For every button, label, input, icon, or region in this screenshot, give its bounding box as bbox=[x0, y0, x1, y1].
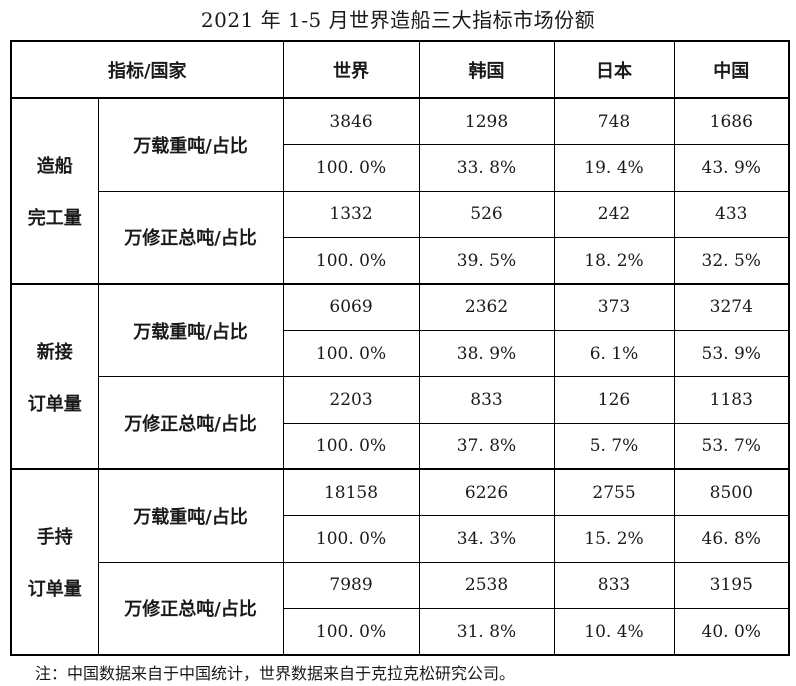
group-label: 新接 订单量 bbox=[12, 338, 97, 416]
header-row: 指标/国家 世界 韩国 日本 中国 bbox=[10, 40, 790, 100]
share-cell: 100. 0% bbox=[282, 422, 420, 470]
value-cell: 373 bbox=[553, 282, 675, 331]
group-label-line: 造船 bbox=[36, 156, 73, 178]
metric-label: 万修正总吨/占比 bbox=[97, 561, 284, 656]
share-cell: 40. 0% bbox=[673, 608, 790, 656]
value-cell: 748 bbox=[553, 97, 675, 146]
share-cell: 15. 2% bbox=[553, 515, 675, 563]
value-cell: 2203 bbox=[282, 376, 420, 424]
value-cell: 7989 bbox=[282, 561, 420, 610]
header-china: 中国 bbox=[673, 40, 790, 100]
value-cell: 8500 bbox=[673, 468, 790, 517]
share-cell: 6. 1% bbox=[553, 329, 675, 378]
value-cell: 526 bbox=[418, 190, 555, 239]
share-cell: 39. 5% bbox=[418, 237, 555, 285]
table-row: 100. 0% 31. 8% 10. 4% 40. 0% bbox=[11, 608, 790, 656]
value-cell: 2538 bbox=[418, 561, 555, 610]
table-row: 100. 0% 34. 3% 15. 2% 46. 8% bbox=[11, 515, 790, 563]
value-cell: 3195 bbox=[673, 561, 790, 610]
group-label-line: 新接 bbox=[36, 341, 73, 363]
value-cell: 1298 bbox=[418, 97, 555, 146]
share-cell: 5. 7% bbox=[553, 422, 675, 470]
value-cell: 2362 bbox=[418, 282, 555, 331]
share-cell: 34. 3% bbox=[418, 515, 555, 563]
group-label-line: 完工量 bbox=[27, 208, 82, 230]
value-cell: 18158 bbox=[282, 468, 420, 517]
table-row: 100. 0% 33. 8% 19. 4% 43. 9% bbox=[11, 144, 790, 192]
header-world: 世界 bbox=[282, 40, 420, 100]
value-cell: 833 bbox=[418, 376, 555, 424]
table-row: 100. 0% 38. 9% 6. 1% 53. 9% bbox=[11, 329, 790, 378]
market-share-table: 指标/国家 世界 韩国 日本 中国 造船 完工量 万载重吨/占比 3846 12… bbox=[10, 40, 791, 656]
header-indicator-country: 指标/国家 bbox=[10, 40, 284, 100]
metric-label: 万修正总吨/占比 bbox=[97, 376, 284, 470]
table-row: 新接 订单量 万载重吨/占比 6069 2362 373 3274 bbox=[10, 282, 790, 470]
value-cell: 2755 bbox=[553, 468, 675, 517]
value-cell: 833 bbox=[553, 561, 675, 610]
value-cell: 1332 bbox=[282, 190, 420, 239]
value-cell: 6226 bbox=[418, 468, 555, 517]
metric-label: 万载重吨/占比 bbox=[97, 468, 284, 563]
share-cell: 38. 9% bbox=[418, 329, 555, 378]
table-row: 100. 0% 37. 8% 5. 7% 53. 7% bbox=[11, 422, 790, 470]
page-title: 2021 年 1-5 月世界造船三大指标市场份额 bbox=[200, 8, 596, 32]
value-cell: 433 bbox=[673, 190, 790, 239]
share-cell: 18. 2% bbox=[553, 237, 675, 285]
group-label-line: 订单量 bbox=[27, 579, 82, 601]
share-cell: 53. 9% bbox=[673, 329, 790, 378]
value-cell: 6069 bbox=[282, 282, 420, 331]
table-row: 100. 0% 39. 5% 18. 2% 32. 5% bbox=[11, 237, 790, 285]
value-cell: 3274 bbox=[673, 282, 790, 331]
footnote: 注：中国数据来自于中国统计，世界数据来自于克拉克松研究公司。 bbox=[35, 664, 516, 683]
share-cell: 10. 4% bbox=[553, 608, 675, 656]
table-row: 万修正总吨/占比 1332 526 242 433 bbox=[11, 190, 790, 285]
table-row: 造船 完工量 万载重吨/占比 3846 1298 748 1686 bbox=[10, 97, 790, 285]
share-cell: 100. 0% bbox=[282, 329, 420, 378]
value-cell: 1686 bbox=[673, 97, 790, 146]
value-cell: 126 bbox=[553, 376, 675, 424]
group-label: 手持 订单量 bbox=[12, 523, 97, 601]
group-order-backlog: 手持 订单量 bbox=[10, 468, 99, 656]
group-new-orders: 新接 订单量 bbox=[10, 282, 99, 470]
table-row: 手持 订单量 万载重吨/占比 18158 6226 2755 8500 bbox=[10, 468, 790, 656]
header-japan: 日本 bbox=[553, 40, 675, 100]
share-cell: 100. 0% bbox=[282, 144, 420, 192]
share-cell: 100. 0% bbox=[282, 515, 420, 563]
value-cell: 3846 bbox=[282, 97, 420, 146]
share-cell: 100. 0% bbox=[282, 237, 420, 285]
share-cell: 33. 8% bbox=[418, 144, 555, 192]
group-label-line: 订单量 bbox=[27, 393, 82, 415]
share-cell: 100. 0% bbox=[282, 608, 420, 656]
table-row: 万修正总吨/占比 2203 833 126 1183 bbox=[11, 376, 790, 470]
value-cell: 1183 bbox=[673, 376, 790, 424]
share-cell: 32. 5% bbox=[673, 237, 790, 285]
share-cell: 31. 8% bbox=[418, 608, 555, 656]
value-cell: 242 bbox=[553, 190, 675, 239]
share-cell: 37. 8% bbox=[418, 422, 555, 470]
group-completions: 造船 完工量 bbox=[10, 97, 99, 285]
metric-label: 万载重吨/占比 bbox=[97, 97, 284, 192]
share-cell: 19. 4% bbox=[553, 144, 675, 192]
group-label-line: 手持 bbox=[36, 527, 73, 549]
metric-label: 万载重吨/占比 bbox=[97, 282, 284, 378]
metric-label: 万修正总吨/占比 bbox=[97, 190, 284, 285]
table-row: 万修正总吨/占比 7989 2538 833 3195 bbox=[11, 561, 790, 656]
share-cell: 43. 9% bbox=[673, 144, 790, 192]
share-cell: 46. 8% bbox=[673, 515, 790, 563]
share-cell: 53. 7% bbox=[673, 422, 790, 470]
header-korea: 韩国 bbox=[418, 40, 555, 100]
group-label: 造船 完工量 bbox=[12, 152, 97, 230]
